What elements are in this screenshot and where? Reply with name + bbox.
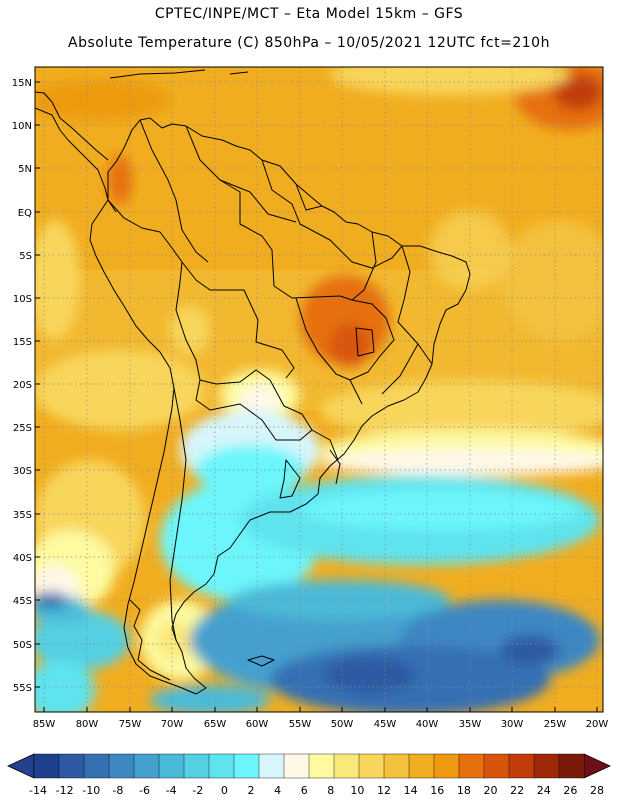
colorbar-cell	[283, 753, 310, 779]
colorbar-arrow-right	[583, 753, 611, 779]
lat-label: 25S	[13, 423, 32, 434]
colorbar-label: 24	[537, 784, 551, 797]
lat-label: 35S	[13, 510, 32, 521]
uruguay-lagoons	[279, 449, 341, 499]
lat-label: 10N	[12, 121, 32, 132]
colorbar-cell	[558, 753, 585, 779]
lat-label: 5S	[19, 251, 32, 262]
colorbar-label: -8	[112, 784, 123, 797]
colorbar-cell	[58, 753, 85, 779]
colorbar-label: -14	[29, 784, 47, 797]
colorbar-label: -6	[139, 784, 150, 797]
colorbar-cell	[208, 753, 235, 779]
temperature-field	[35, 67, 603, 712]
lat-label: 20S	[13, 380, 32, 391]
title-line-1: CPTEC/INPE/MCT – Eta Model 15km – GFS	[154, 6, 464, 22]
chile-islands	[129, 599, 171, 681]
colorbar-label: -10	[82, 784, 100, 797]
map-gridlines	[35, 67, 603, 712]
lat-label: 40S	[13, 553, 32, 564]
colorbar-arrow-left	[7, 753, 35, 779]
central-america-coast-north	[35, 91, 109, 161]
colorbar-cell	[358, 753, 385, 779]
colorbar-cell	[83, 753, 110, 779]
lon-label: 50W	[331, 719, 354, 730]
lon-label: 75W	[119, 719, 142, 730]
caribbean-islands	[109, 69, 249, 79]
colorbar-cell	[383, 753, 410, 779]
colorbar-cell	[483, 753, 510, 779]
colorbar-label: 18	[457, 784, 471, 797]
falkland-islands	[247, 655, 275, 667]
lon-label: 85W	[33, 719, 56, 730]
colorbar-label: 26	[563, 784, 577, 797]
colorbar-label: 10	[350, 784, 364, 797]
colorbar-cell	[233, 753, 260, 779]
colorbar-cell	[33, 753, 60, 779]
lon-label: 40W	[416, 719, 439, 730]
temperature-map: 15N 10N 5N EQ 5S 10S 15S 20S 25S 30S 35S…	[12, 66, 609, 730]
colorbar-label: 2	[247, 784, 254, 797]
lat-label: 10S	[13, 294, 32, 305]
colorbar-cell	[133, 753, 160, 779]
colorbar-label: 8	[327, 784, 334, 797]
colorbar-label: 6	[301, 784, 308, 797]
colorbar-cell	[408, 753, 435, 779]
south-america-coast	[89, 117, 471, 695]
lon-label: 45W	[374, 719, 397, 730]
colorbar-label: 28	[590, 784, 604, 797]
colorbar-label: 4	[274, 784, 281, 797]
central-america-coast	[35, 107, 117, 213]
lon-label: 60W	[246, 719, 269, 730]
colorbar-cell	[458, 753, 485, 779]
colorbar-cell	[433, 753, 460, 779]
lon-label: 80W	[76, 719, 99, 730]
colorbar-cell	[533, 753, 560, 779]
lon-label: 35W	[459, 719, 482, 730]
lon-label: 65W	[204, 719, 227, 730]
lat-label: 15N	[12, 78, 32, 89]
lat-label: 45S	[13, 596, 32, 607]
colorbar-label: 22	[510, 784, 524, 797]
colorbar: -14 -12 -10 -8 -6 -4 -2 0 2 4 6 8 10 12 14 16 18 20 22 24 26…	[7, 753, 611, 797]
colorbar-cell	[258, 753, 285, 779]
axis-ticks	[35, 81, 598, 712]
colorbar-label: -4	[166, 784, 177, 797]
colorbar-cell	[183, 753, 210, 779]
lon-label: 30W	[501, 719, 524, 730]
colorbar-label: -12	[56, 784, 74, 797]
colorbar-label: 0	[221, 784, 228, 797]
lat-label: 30S	[13, 466, 32, 477]
colorbar-label: -2	[192, 784, 203, 797]
country-borders	[107, 119, 341, 641]
lat-label: 5N	[18, 164, 32, 175]
colorbar-cell	[308, 753, 335, 779]
colorbar-label: 12	[377, 784, 391, 797]
colorbar-label: 16	[430, 784, 444, 797]
colorbar-label: 14	[404, 784, 418, 797]
lon-label: 70W	[161, 719, 184, 730]
lat-label: 50S	[13, 640, 32, 651]
coastlines-and-borders	[35, 69, 471, 695]
lon-label: 55W	[289, 719, 312, 730]
colorbar-cell	[158, 753, 185, 779]
brazil-states	[219, 179, 433, 405]
lon-label: 20W	[586, 719, 609, 730]
colorbar-cell	[508, 753, 535, 779]
map-frame	[34, 66, 604, 713]
lat-label: EQ	[18, 208, 32, 219]
lon-label: 25W	[544, 719, 567, 730]
title-line-2: Absolute Temperature (C) 850hPa – 10/05/…	[68, 35, 550, 51]
colorbar-cell	[333, 753, 360, 779]
colorbar-label: 20	[484, 784, 498, 797]
colorbar-cell	[108, 753, 135, 779]
lat-label: 15S	[13, 337, 32, 348]
lat-label: 55S	[13, 683, 32, 694]
